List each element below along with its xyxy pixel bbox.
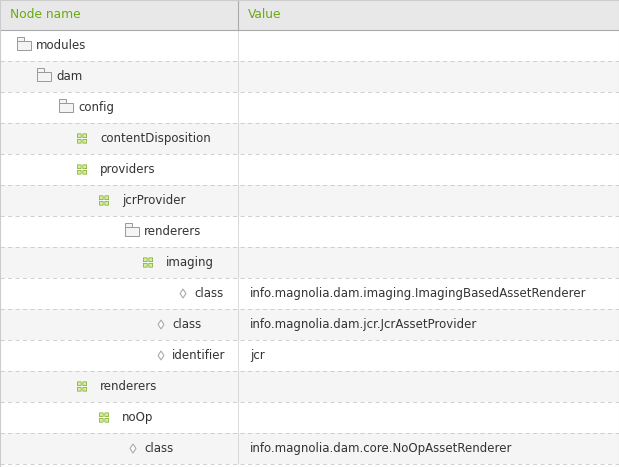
FancyBboxPatch shape: [83, 387, 87, 391]
Bar: [0, 247, 619, 278]
Text: info.magnolia.dam.core.NoOpAssetRenderer: info.magnolia.dam.core.NoOpAssetRenderer: [250, 442, 513, 455]
FancyBboxPatch shape: [144, 263, 147, 267]
FancyBboxPatch shape: [144, 258, 147, 262]
Bar: [0, 92, 619, 123]
FancyBboxPatch shape: [77, 134, 81, 138]
FancyBboxPatch shape: [83, 382, 87, 386]
Polygon shape: [180, 289, 186, 298]
Text: noOp: noOp: [122, 411, 154, 424]
Bar: [37, 68, 44, 72]
FancyBboxPatch shape: [77, 139, 81, 143]
FancyBboxPatch shape: [105, 418, 109, 422]
Bar: [125, 223, 132, 227]
FancyBboxPatch shape: [17, 41, 31, 50]
FancyBboxPatch shape: [105, 201, 109, 205]
Text: providers: providers: [100, 163, 155, 176]
Polygon shape: [158, 320, 164, 329]
Bar: [0, 30, 619, 61]
Bar: [0, 185, 619, 216]
Bar: [0, 371, 619, 402]
Text: class: class: [194, 287, 223, 300]
Bar: [0, 402, 619, 433]
Text: identifier: identifier: [172, 349, 225, 362]
Text: class: class: [172, 318, 201, 331]
Text: imaging: imaging: [166, 256, 214, 269]
Bar: [0, 216, 619, 247]
FancyBboxPatch shape: [77, 382, 81, 386]
FancyBboxPatch shape: [149, 258, 153, 262]
FancyBboxPatch shape: [83, 170, 87, 174]
FancyBboxPatch shape: [59, 103, 73, 112]
Polygon shape: [158, 351, 164, 360]
Text: config: config: [78, 101, 114, 114]
FancyBboxPatch shape: [83, 139, 87, 143]
Text: info.magnolia.dam.jcr.JcrAssetProvider: info.magnolia.dam.jcr.JcrAssetProvider: [250, 318, 477, 331]
Text: Value: Value: [248, 8, 282, 21]
Bar: [0, 278, 619, 309]
FancyBboxPatch shape: [83, 134, 87, 138]
Polygon shape: [130, 444, 136, 453]
Bar: [0, 340, 619, 371]
Bar: [0, 309, 619, 340]
FancyBboxPatch shape: [37, 71, 51, 80]
Text: Node name: Node name: [10, 8, 80, 21]
Text: renderers: renderers: [144, 225, 201, 238]
FancyBboxPatch shape: [100, 201, 103, 205]
FancyBboxPatch shape: [105, 196, 109, 200]
Bar: [0, 433, 619, 464]
Text: jcr: jcr: [250, 349, 265, 362]
Text: jcrProvider: jcrProvider: [122, 194, 186, 207]
FancyBboxPatch shape: [77, 387, 81, 391]
Text: class: class: [144, 442, 173, 455]
Text: renderers: renderers: [100, 380, 157, 393]
Bar: [0, 0, 619, 30]
Text: contentDisposition: contentDisposition: [100, 132, 210, 145]
Bar: [17, 37, 24, 41]
Bar: [0, 123, 619, 154]
Bar: [0, 154, 619, 185]
Text: modules: modules: [36, 39, 87, 52]
Bar: [0, 61, 619, 92]
FancyBboxPatch shape: [83, 165, 87, 169]
FancyBboxPatch shape: [149, 263, 153, 267]
FancyBboxPatch shape: [77, 165, 81, 169]
FancyBboxPatch shape: [77, 170, 81, 174]
Text: info.magnolia.dam.imaging.ImagingBasedAssetRenderer: info.magnolia.dam.imaging.ImagingBasedAs…: [250, 287, 587, 300]
FancyBboxPatch shape: [125, 226, 139, 235]
FancyBboxPatch shape: [100, 418, 103, 422]
FancyBboxPatch shape: [100, 413, 103, 417]
Bar: [59, 99, 66, 103]
Text: dam: dam: [56, 70, 82, 83]
FancyBboxPatch shape: [105, 413, 109, 417]
FancyBboxPatch shape: [100, 196, 103, 200]
